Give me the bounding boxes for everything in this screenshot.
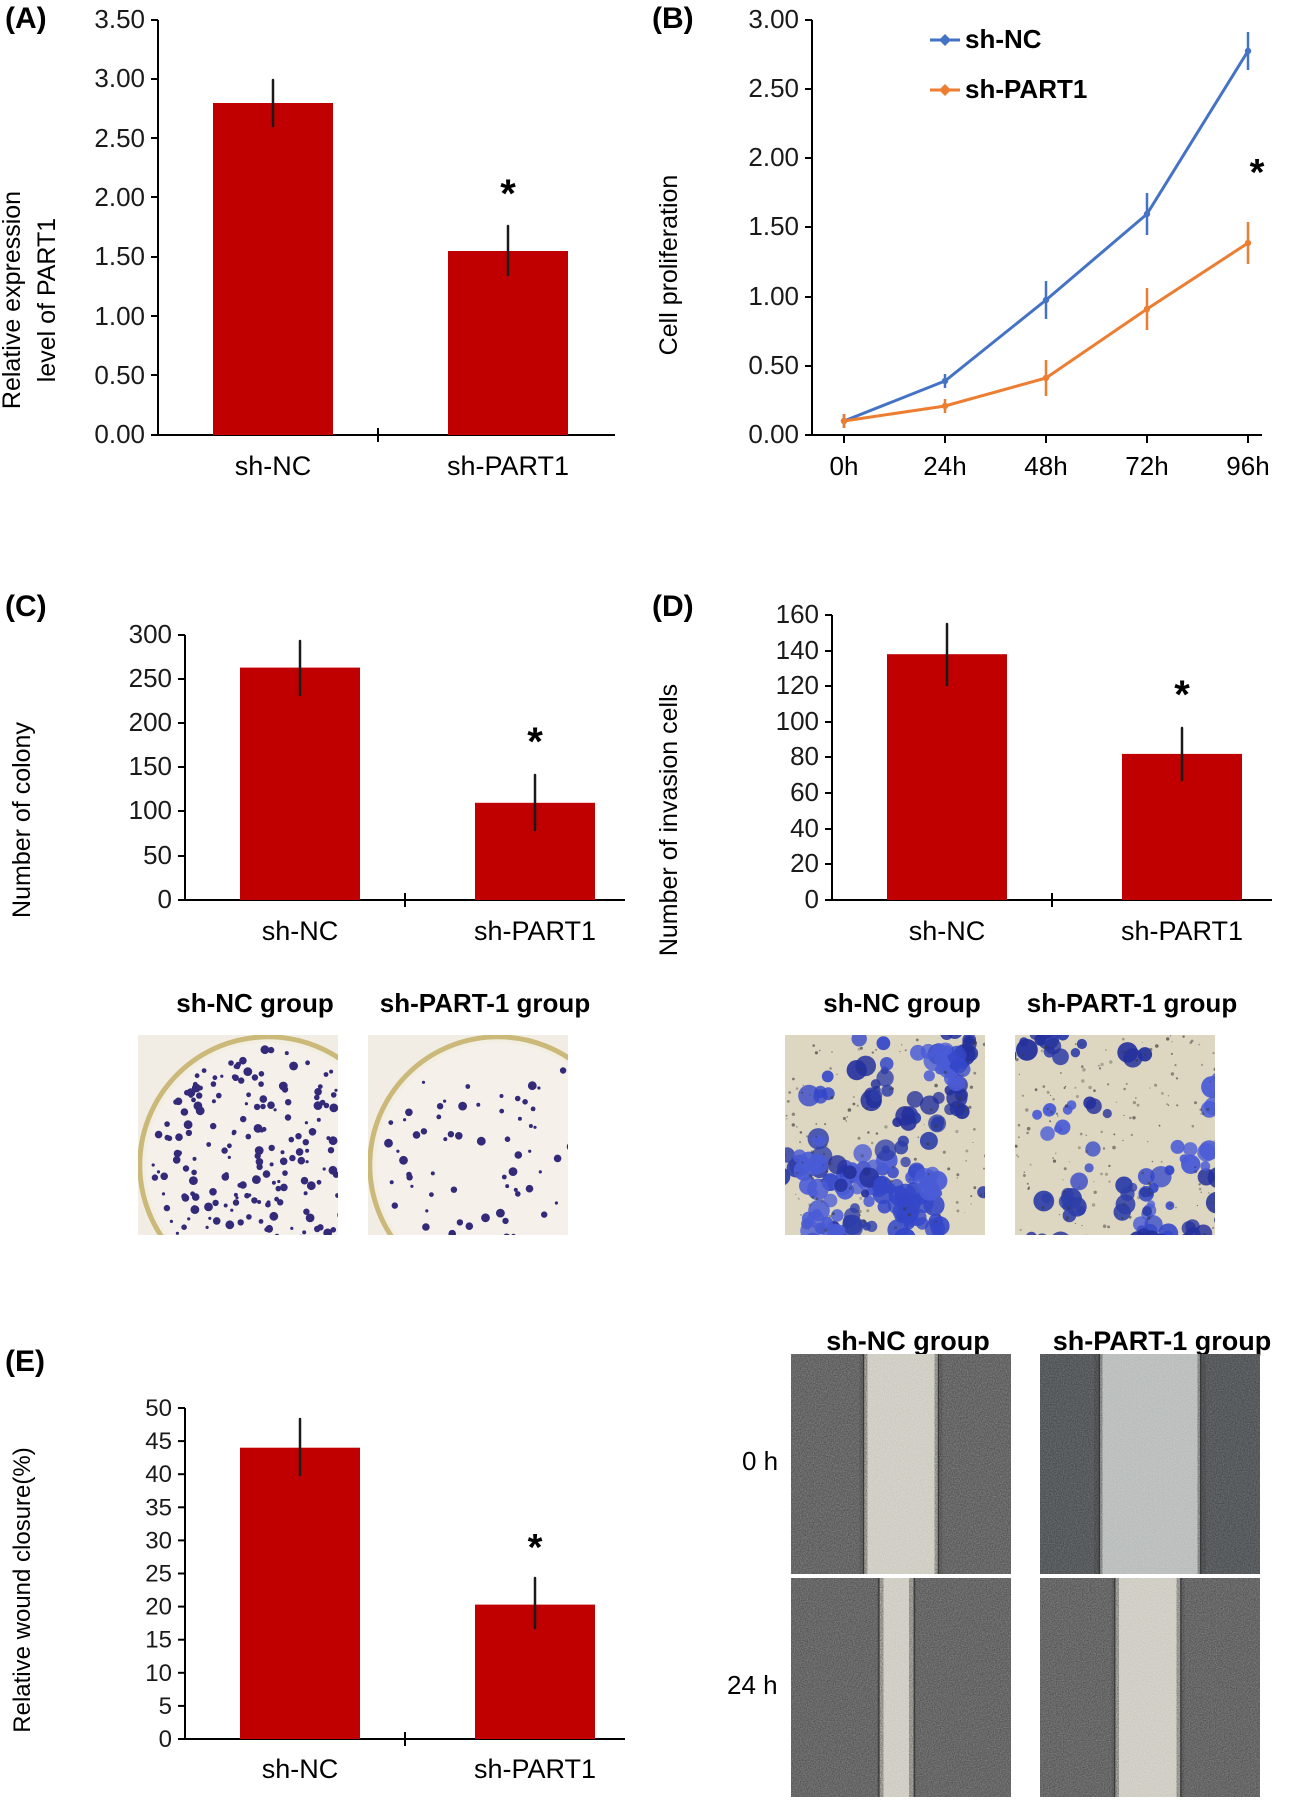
svg-text:3.00: 3.00 — [94, 63, 145, 93]
svg-text:2.00: 2.00 — [748, 142, 799, 172]
svg-text:60: 60 — [790, 777, 819, 807]
svg-text:2.50: 2.50 — [94, 123, 145, 153]
svg-text:0: 0 — [805, 884, 819, 914]
svg-text:10: 10 — [145, 1660, 172, 1687]
svg-text:*: * — [528, 1527, 543, 1569]
svg-text:0.50: 0.50 — [748, 350, 799, 380]
svg-text:*: * — [1250, 152, 1265, 194]
svg-text:sh-NC: sh-NC — [909, 916, 986, 946]
svg-text:40: 40 — [145, 1461, 172, 1488]
svg-text:sh-PART1: sh-PART1 — [965, 74, 1087, 104]
svg-text:3.00: 3.00 — [748, 4, 799, 34]
svg-text:200: 200 — [129, 707, 172, 737]
svg-text:300: 300 — [129, 619, 172, 649]
svg-text:*: * — [500, 172, 516, 216]
svg-text:0.50: 0.50 — [94, 360, 145, 390]
svg-text:0.00: 0.00 — [94, 419, 145, 449]
svg-text:0: 0 — [158, 884, 172, 914]
svg-text:sh-NC: sh-NC — [965, 24, 1042, 54]
svg-text:1.00: 1.00 — [94, 301, 145, 331]
svg-text:24h: 24h — [923, 451, 966, 481]
svg-text:sh-PART1: sh-PART1 — [474, 916, 596, 946]
svg-text:150: 150 — [129, 751, 172, 781]
svg-text:50: 50 — [145, 1395, 172, 1422]
svg-text:3.50: 3.50 — [94, 4, 145, 34]
svg-text:50: 50 — [143, 840, 172, 870]
svg-text:sh-PART1: sh-PART1 — [447, 451, 569, 481]
svg-text:sh-PART1: sh-PART1 — [474, 1754, 596, 1784]
svg-text:35: 35 — [145, 1494, 172, 1521]
svg-text:5: 5 — [159, 1693, 172, 1720]
svg-text:Cell proliferation: Cell proliferation — [655, 175, 683, 356]
svg-text:Number of colony: Number of colony — [8, 722, 36, 918]
svg-text:*: * — [1174, 673, 1190, 717]
svg-text:level of PART1: level of PART1 — [33, 218, 61, 382]
svg-text:80: 80 — [790, 741, 819, 771]
svg-text:20: 20 — [790, 848, 819, 878]
svg-text:0h: 0h — [830, 451, 859, 481]
svg-text:Relative expression: Relative expression — [0, 191, 26, 409]
svg-text:72h: 72h — [1125, 451, 1168, 481]
svg-text:1.50: 1.50 — [748, 211, 799, 241]
svg-text:1.50: 1.50 — [94, 241, 145, 271]
svg-text:20: 20 — [145, 1594, 172, 1621]
svg-text:30: 30 — [145, 1527, 172, 1554]
svg-text:2.50: 2.50 — [748, 73, 799, 103]
svg-text:100: 100 — [776, 706, 819, 736]
svg-text:1.00: 1.00 — [748, 281, 799, 311]
svg-text:160: 160 — [776, 599, 819, 629]
svg-text:40: 40 — [790, 813, 819, 843]
svg-text:96h: 96h — [1226, 451, 1269, 481]
svg-text:48h: 48h — [1024, 451, 1067, 481]
svg-text:*: * — [527, 720, 543, 764]
svg-text:Relative wound closure(%): Relative wound closure(%) — [9, 1447, 36, 1732]
svg-text:sh-NC: sh-NC — [262, 916, 339, 946]
svg-text:100: 100 — [129, 795, 172, 825]
svg-text:sh-NC: sh-NC — [262, 1754, 339, 1784]
svg-text:sh-PART1: sh-PART1 — [1121, 916, 1243, 946]
svg-text:0.00: 0.00 — [748, 419, 799, 449]
svg-text:2.00: 2.00 — [94, 182, 145, 212]
svg-text:0: 0 — [159, 1726, 172, 1753]
svg-text:sh-NC: sh-NC — [235, 451, 312, 481]
svg-text:140: 140 — [776, 635, 819, 665]
svg-text:250: 250 — [129, 663, 172, 693]
svg-text:120: 120 — [776, 670, 819, 700]
svg-text:15: 15 — [145, 1627, 172, 1654]
svg-text:45: 45 — [145, 1428, 172, 1455]
svg-text:Number of invasion cells: Number of invasion cells — [655, 684, 683, 956]
svg-text:25: 25 — [145, 1561, 172, 1588]
